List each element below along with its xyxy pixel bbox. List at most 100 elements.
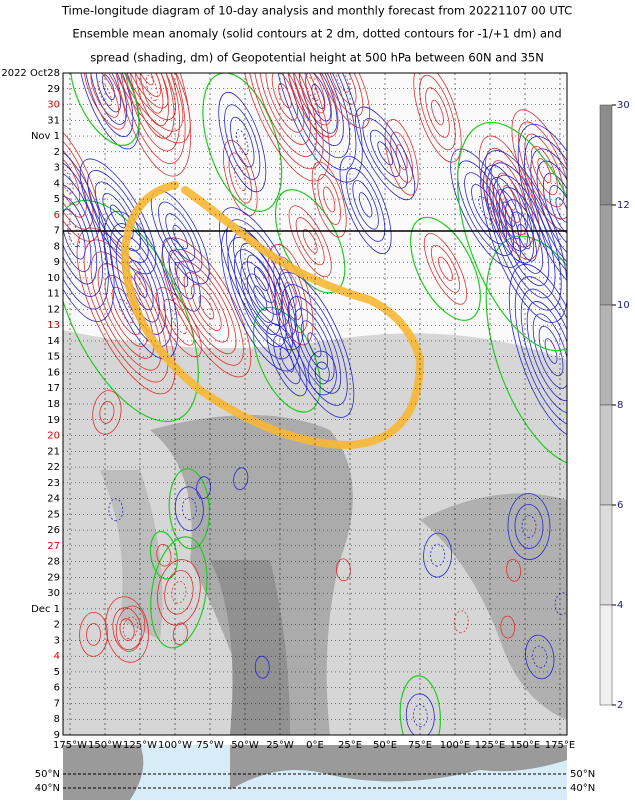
zero-contour: [456, 121, 567, 352]
contour: [86, 622, 101, 646]
contour: [419, 74, 456, 151]
contour: [300, 320, 328, 370]
contour: [253, 285, 268, 311]
contour: [532, 313, 567, 389]
x-tick-label: 25°W: [266, 740, 294, 751]
contour: [123, 73, 169, 109]
contour: [390, 131, 414, 183]
y-tick-label: 4: [54, 178, 60, 189]
x-tick-label: 0°E: [306, 740, 324, 751]
contour: [369, 129, 401, 177]
contour: [492, 174, 556, 299]
contour: [123, 616, 139, 640]
contour: [254, 655, 270, 679]
contour: [157, 559, 201, 626]
contour: [281, 284, 348, 406]
contour: [174, 486, 204, 532]
title-line: Time-longitude diagram of 10-day analysi…: [61, 4, 572, 18]
x-tick-label: 175°W: [53, 740, 87, 751]
contour: [521, 515, 537, 538]
x-tick-label: 175°E: [545, 740, 575, 751]
y-tick-label: 20: [47, 431, 60, 442]
contour: [145, 75, 158, 102]
contour: [222, 139, 258, 217]
contour: [83, 73, 126, 130]
contour: [490, 160, 529, 236]
contour: [246, 273, 274, 323]
colorbar-band: [599, 304, 613, 406]
y-tick-label: 26: [47, 525, 60, 536]
map-label: 40°N: [570, 783, 595, 794]
contour: [87, 170, 149, 263]
contour: [358, 192, 373, 218]
contour: [412, 704, 428, 728]
contour: [246, 254, 276, 303]
y-tick-label: 6: [54, 210, 60, 221]
contour: [196, 476, 212, 500]
y-tick-label: 8: [54, 714, 60, 725]
contour: [63, 158, 109, 310]
contour: [501, 201, 516, 227]
y-tick-label: 7: [54, 226, 60, 237]
contour: [92, 390, 122, 435]
contour: [450, 148, 521, 268]
contour: [549, 185, 567, 235]
y-tick-label: 3: [54, 635, 60, 646]
contour: [89, 73, 128, 125]
y-tick-label: 27: [47, 541, 60, 552]
contour: [425, 87, 450, 138]
contour: [503, 184, 516, 211]
contour: [233, 249, 287, 348]
contour: [323, 186, 336, 213]
map-label: 40°N: [35, 783, 60, 794]
contour: [498, 187, 550, 287]
y-tick-label: 30: [47, 100, 60, 111]
contour: [252, 73, 318, 158]
y-tick-label: Dec 1: [31, 604, 60, 615]
contour: [500, 615, 516, 639]
contour: [405, 693, 435, 735]
contour: [138, 73, 154, 86]
contour: [183, 272, 229, 343]
contour: [311, 161, 347, 238]
y-tick-label: 23: [47, 478, 60, 489]
contour: [423, 532, 452, 578]
y-tick-label: 30: [47, 588, 60, 599]
contour: [90, 251, 162, 371]
contour: [453, 610, 469, 634]
contour: [109, 223, 172, 348]
x-tick-label: 100°E: [440, 740, 470, 751]
y-tick-label: 11: [47, 289, 60, 300]
y-tick-label: 16: [47, 367, 60, 378]
contour: [480, 150, 567, 323]
y-tick-label: 17: [47, 383, 60, 394]
contour: [63, 171, 103, 297]
contour: [524, 136, 567, 284]
contour: [284, 281, 297, 308]
y-tick-label: 2: [54, 620, 60, 631]
contour: [288, 205, 332, 278]
contour: [526, 301, 567, 402]
colorbar-label: 30: [617, 100, 630, 111]
y-tick-label: 9: [54, 257, 60, 268]
highlight-ellipse: [120, 181, 425, 450]
y-tick-label: 28: [47, 557, 60, 568]
contour: [336, 558, 351, 582]
contour: [505, 199, 544, 274]
contour: [239, 73, 330, 182]
contour: [524, 133, 565, 208]
zero-contour: [149, 530, 178, 580]
zero-contour: [168, 468, 211, 550]
contour: [280, 73, 357, 171]
contour: [172, 622, 188, 646]
contour: [164, 570, 194, 615]
contour: [530, 148, 567, 272]
map-label: 50°N: [570, 769, 595, 780]
colorbar-label: 6: [617, 500, 623, 511]
contour: [63, 146, 115, 322]
contour: [171, 581, 187, 604]
contour: [295, 217, 325, 266]
contour: [537, 157, 552, 184]
contour: [478, 195, 493, 221]
colorbar-band: [599, 404, 613, 506]
